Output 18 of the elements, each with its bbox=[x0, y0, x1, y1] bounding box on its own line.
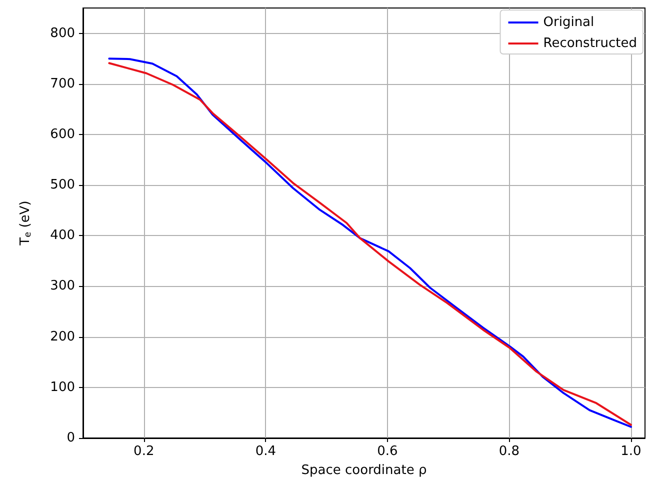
y-tick-label: 500 bbox=[50, 178, 75, 193]
x-tick-label: 0.8 bbox=[498, 444, 520, 459]
y-tick-label: 200 bbox=[50, 329, 75, 344]
y-tick-label: 300 bbox=[50, 278, 75, 294]
x-tick-label: 0.6 bbox=[377, 444, 398, 459]
y-axis-title: Te (eV) bbox=[18, 200, 34, 246]
legend-label: Original bbox=[543, 15, 594, 30]
y-tick-label: 800 bbox=[50, 26, 75, 41]
x-axis-title: Space coordinate ρ bbox=[301, 463, 427, 478]
y-tick-label: 600 bbox=[50, 126, 75, 142]
y-tick-label: 700 bbox=[50, 76, 75, 92]
y-tick-label: 100 bbox=[50, 380, 75, 395]
x-tick-label: 0.4 bbox=[255, 444, 276, 459]
legend-label: Reconstructed bbox=[543, 36, 638, 51]
x-tick-label: 0.2 bbox=[134, 444, 154, 459]
y-tick-label: 400 bbox=[50, 228, 75, 244]
x-tick-label: 1.0 bbox=[620, 444, 642, 459]
y-tick-label: 0 bbox=[66, 430, 75, 446]
